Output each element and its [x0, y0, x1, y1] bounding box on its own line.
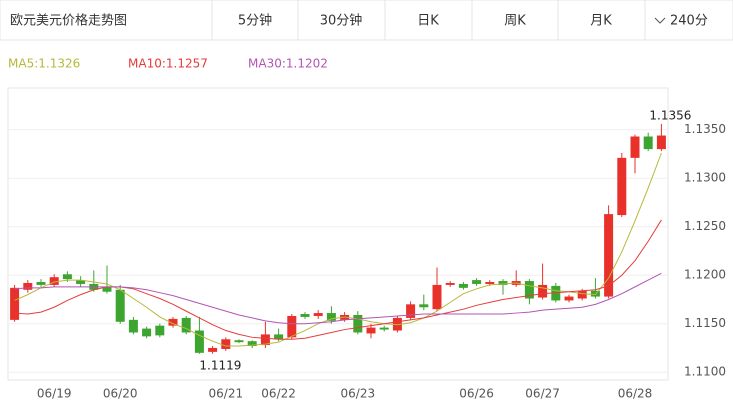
candle-body — [419, 304, 429, 308]
candle-body — [458, 283, 468, 288]
legend-entry: MA10:1.1257 — [128, 57, 208, 71]
candle-body — [102, 286, 112, 292]
legend-entry: MA5:1.1326 — [8, 57, 80, 71]
candle-body — [287, 315, 297, 338]
candle-body — [49, 277, 59, 285]
legend-entry: MA30:1.1202 — [248, 57, 328, 71]
candle-body — [590, 290, 600, 297]
y-tick-label: 1.1200 — [684, 268, 726, 282]
tab[interactable]: 5分钟 — [238, 13, 272, 29]
candle-body — [142, 328, 152, 337]
tab[interactable]: 30分钟 — [320, 13, 363, 29]
candle-body — [115, 289, 125, 322]
candle-body — [604, 214, 614, 297]
candle-body — [181, 317, 191, 333]
candle-body — [155, 325, 165, 336]
candle-body — [62, 274, 72, 280]
candle-body — [445, 282, 455, 285]
candle-body — [656, 135, 666, 150]
candle-body — [194, 330, 204, 353]
tab-bar — [0, 0, 733, 41]
dropdown[interactable]: 240分 — [670, 14, 708, 29]
candle-body — [630, 136, 640, 158]
x-tick-label: 06/22 — [261, 387, 296, 401]
candle-body — [366, 327, 376, 334]
tab-dividers — [211, 0, 646, 40]
tab[interactable]: 周K — [504, 14, 526, 29]
x-tick-label: 06/27 — [525, 387, 560, 401]
y-tick-label: 1.1100 — [684, 365, 726, 379]
ma-line — [14, 152, 662, 347]
x-tick-label: 06/19 — [37, 387, 72, 401]
candle-body — [234, 340, 244, 343]
candle-body — [406, 304, 416, 318]
x-tick-label: 06/23 — [341, 387, 376, 401]
candle-body — [221, 339, 231, 349]
page-title: 欧元美元价格走势图 — [10, 13, 127, 29]
y-tick-label: 1.1150 — [684, 316, 726, 330]
plot-frame — [7, 87, 669, 381]
candle-body — [538, 284, 548, 298]
candle-body — [326, 313, 336, 321]
candle-body — [498, 281, 508, 285]
candle-body — [617, 157, 627, 216]
x-tick-label: 06/21 — [209, 387, 244, 401]
tab[interactable]: 月K — [590, 14, 612, 29]
candle-body — [274, 334, 284, 340]
candle-body — [524, 281, 534, 299]
candle-body — [564, 296, 574, 301]
candle-body — [36, 282, 46, 285]
candle-body — [577, 290, 587, 299]
x-tick-label: 06/26 — [459, 387, 494, 401]
candle-body — [379, 327, 389, 330]
candle-body — [300, 314, 310, 317]
low-label: 1.1119 — [199, 358, 241, 372]
x-tick-label: 06/20 — [103, 387, 138, 401]
candle-body — [247, 341, 257, 347]
ma-line — [14, 219, 662, 340]
candle-body — [10, 287, 20, 320]
y-tick-label: 1.1350 — [684, 122, 726, 136]
candle-body — [353, 315, 363, 333]
dropdown-icon[interactable] — [654, 17, 666, 24]
y-tick-label: 1.1300 — [684, 171, 726, 185]
candle-body — [76, 280, 86, 284]
candle-body — [313, 313, 323, 316]
candle-body — [643, 136, 653, 150]
tab[interactable]: 日K — [417, 14, 439, 29]
candle-body — [432, 284, 442, 310]
high-label: 1.1356 — [649, 108, 691, 122]
candle-body — [485, 282, 495, 284]
y-tick-label: 1.1250 — [684, 219, 726, 233]
x-tick-label: 06/28 — [618, 387, 653, 401]
candle-body — [208, 347, 218, 352]
candle-body — [260, 334, 270, 346]
candle-body — [472, 280, 482, 284]
candle-body — [23, 282, 33, 290]
ma-line — [14, 272, 662, 325]
candle-body — [168, 318, 178, 326]
candle-body — [128, 319, 138, 333]
